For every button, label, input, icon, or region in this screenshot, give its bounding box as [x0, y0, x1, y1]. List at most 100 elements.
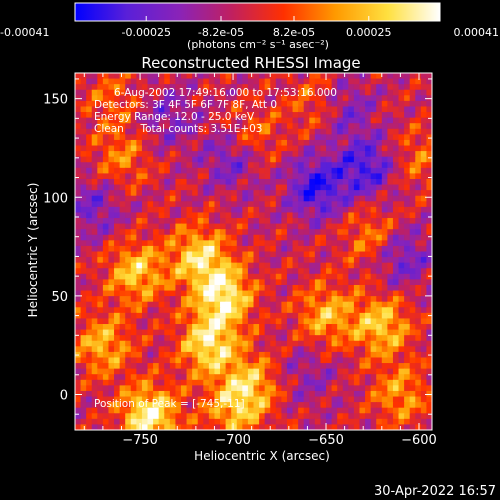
heatmap-cell: [236, 379, 243, 386]
heatmap-cell: [169, 301, 177, 308]
heatmap-cell: [220, 206, 227, 214]
heatmap-cell: [376, 290, 383, 297]
heatmap-cell: [141, 234, 149, 241]
heatmap-cell: [225, 407, 232, 414]
heatmap-cell: [275, 134, 282, 141]
heatmap-cell: [91, 178, 98, 186]
heatmap-cell: [114, 379, 121, 386]
heatmap-cell: [270, 312, 277, 320]
heatmap-cell: [130, 346, 137, 353]
heatmap-cell: [180, 78, 188, 85]
heatmap-cell: [231, 73, 238, 80]
heatmap-cell: [298, 424, 305, 430]
heatmap-cell: [270, 201, 277, 208]
heatmap-cell: [236, 206, 243, 214]
heatmap-cell: [342, 273, 349, 280]
heatmap-cell: [164, 100, 171, 108]
heatmap-cell: [376, 245, 383, 253]
heatmap-cell: [119, 195, 126, 202]
heatmap-cell: [292, 73, 299, 80]
heatmap-cell: [348, 190, 355, 197]
heatmap-cell: [214, 363, 221, 370]
heatmap-cell: [314, 123, 322, 130]
heatmap-cell: [247, 151, 255, 158]
heatmap-cell: [398, 156, 405, 163]
heatmap-cell: [331, 413, 338, 420]
heatmap-cell: [370, 424, 377, 430]
heatmap-cell: [415, 379, 422, 386]
heatmap-cell: [326, 145, 333, 152]
heatmap-cell: [275, 229, 282, 236]
heatmap-cell: [186, 390, 193, 398]
heatmap-cell: [169, 318, 177, 325]
heatmap-cell: [392, 407, 400, 414]
heatmap-cell: [281, 218, 288, 225]
heatmap-cell: [359, 335, 366, 342]
heatmap-cell: [281, 95, 288, 102]
heatmap-cell: [292, 218, 299, 225]
heatmap-cell: [75, 128, 82, 135]
heatmap-cell: [359, 73, 366, 80]
heatmap-cell: [169, 212, 177, 219]
heatmap-cell: [186, 223, 193, 230]
heatmap-cell: [236, 402, 243, 409]
heatmap-cell: [376, 402, 383, 409]
heatmap-cell: [409, 312, 416, 320]
heatmap-cell: [264, 229, 271, 236]
heatmap-cell: [153, 106, 160, 113]
heatmap-cell: [376, 385, 383, 392]
heatmap-cell: [326, 212, 333, 219]
heatmap-cell: [303, 95, 310, 102]
heatmap-cell: [303, 206, 310, 214]
heatmap-cell: [158, 151, 165, 158]
heatmap-cell: [247, 363, 255, 370]
heatmap-cell: [175, 190, 182, 197]
heatmap-cell: [264, 184, 271, 191]
heatmap-cell: [125, 156, 132, 163]
heatmap-cell: [220, 151, 227, 158]
heatmap-cell: [75, 418, 82, 426]
heatmap-cell: [381, 112, 388, 119]
heatmap-cell: [231, 340, 238, 347]
heatmap-cell: [298, 318, 305, 325]
heatmap-cell: [119, 329, 126, 336]
heatmap-cell: [242, 368, 249, 375]
heatmap-cell: [102, 234, 110, 241]
heatmap-cell: [331, 368, 338, 375]
heatmap-cell: [404, 273, 411, 280]
heatmap-cell: [286, 301, 294, 308]
heatmap-cell: [370, 173, 377, 180]
heatmap-cell: [365, 190, 372, 197]
heatmap-cell: [158, 128, 165, 135]
heatmap-cell: [108, 262, 115, 269]
heatmap-cell: [387, 346, 394, 353]
heatmap-cell: [169, 379, 177, 386]
heatmap-cell: [337, 218, 344, 225]
heatmap-cell: [320, 218, 327, 225]
heatmap-cell: [153, 156, 160, 163]
heatmap-cell: [119, 218, 126, 225]
heatmap-cell: [247, 212, 255, 219]
heatmap-cell: [141, 112, 149, 119]
heatmap-cell: [392, 173, 400, 180]
heatmap-cell: [175, 368, 182, 375]
heatmap-cell: [331, 234, 338, 241]
heatmap-cell: [136, 73, 143, 80]
heatmap-cell: [203, 351, 210, 359]
heatmap-cell: [75, 112, 82, 119]
heatmap-cell: [320, 379, 327, 386]
heatmap-cell: [337, 117, 344, 124]
heatmap-cell: [253, 363, 260, 370]
heatmap-cell: [309, 284, 316, 292]
heatmap-cell: [426, 329, 432, 336]
heatmap-cell: [236, 413, 243, 420]
heatmap-cell: [136, 234, 143, 241]
heatmap-cell: [231, 100, 238, 108]
heatmap-cell: [242, 206, 249, 214]
heatmap-cell: [292, 240, 299, 247]
heatmap-cell: [303, 424, 310, 430]
heatmap-cell: [180, 307, 188, 314]
heatmap-cell: [247, 100, 255, 108]
heatmap-cell: [86, 301, 93, 308]
heatmap-cell: [141, 123, 149, 130]
